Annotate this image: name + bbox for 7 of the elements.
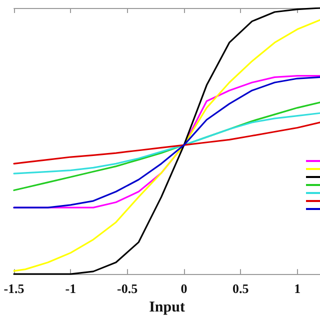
x-tick-label: 0 [180,281,188,296]
x-tick-label: -1 [65,281,76,296]
x-tick-label: -0.5 [117,281,138,296]
x-tick-label: 1 [294,281,301,296]
x-axis-title: Input [149,300,185,316]
x-tick-label: 0.5 [232,281,250,296]
x-tick-label: -1.5 [4,281,25,296]
